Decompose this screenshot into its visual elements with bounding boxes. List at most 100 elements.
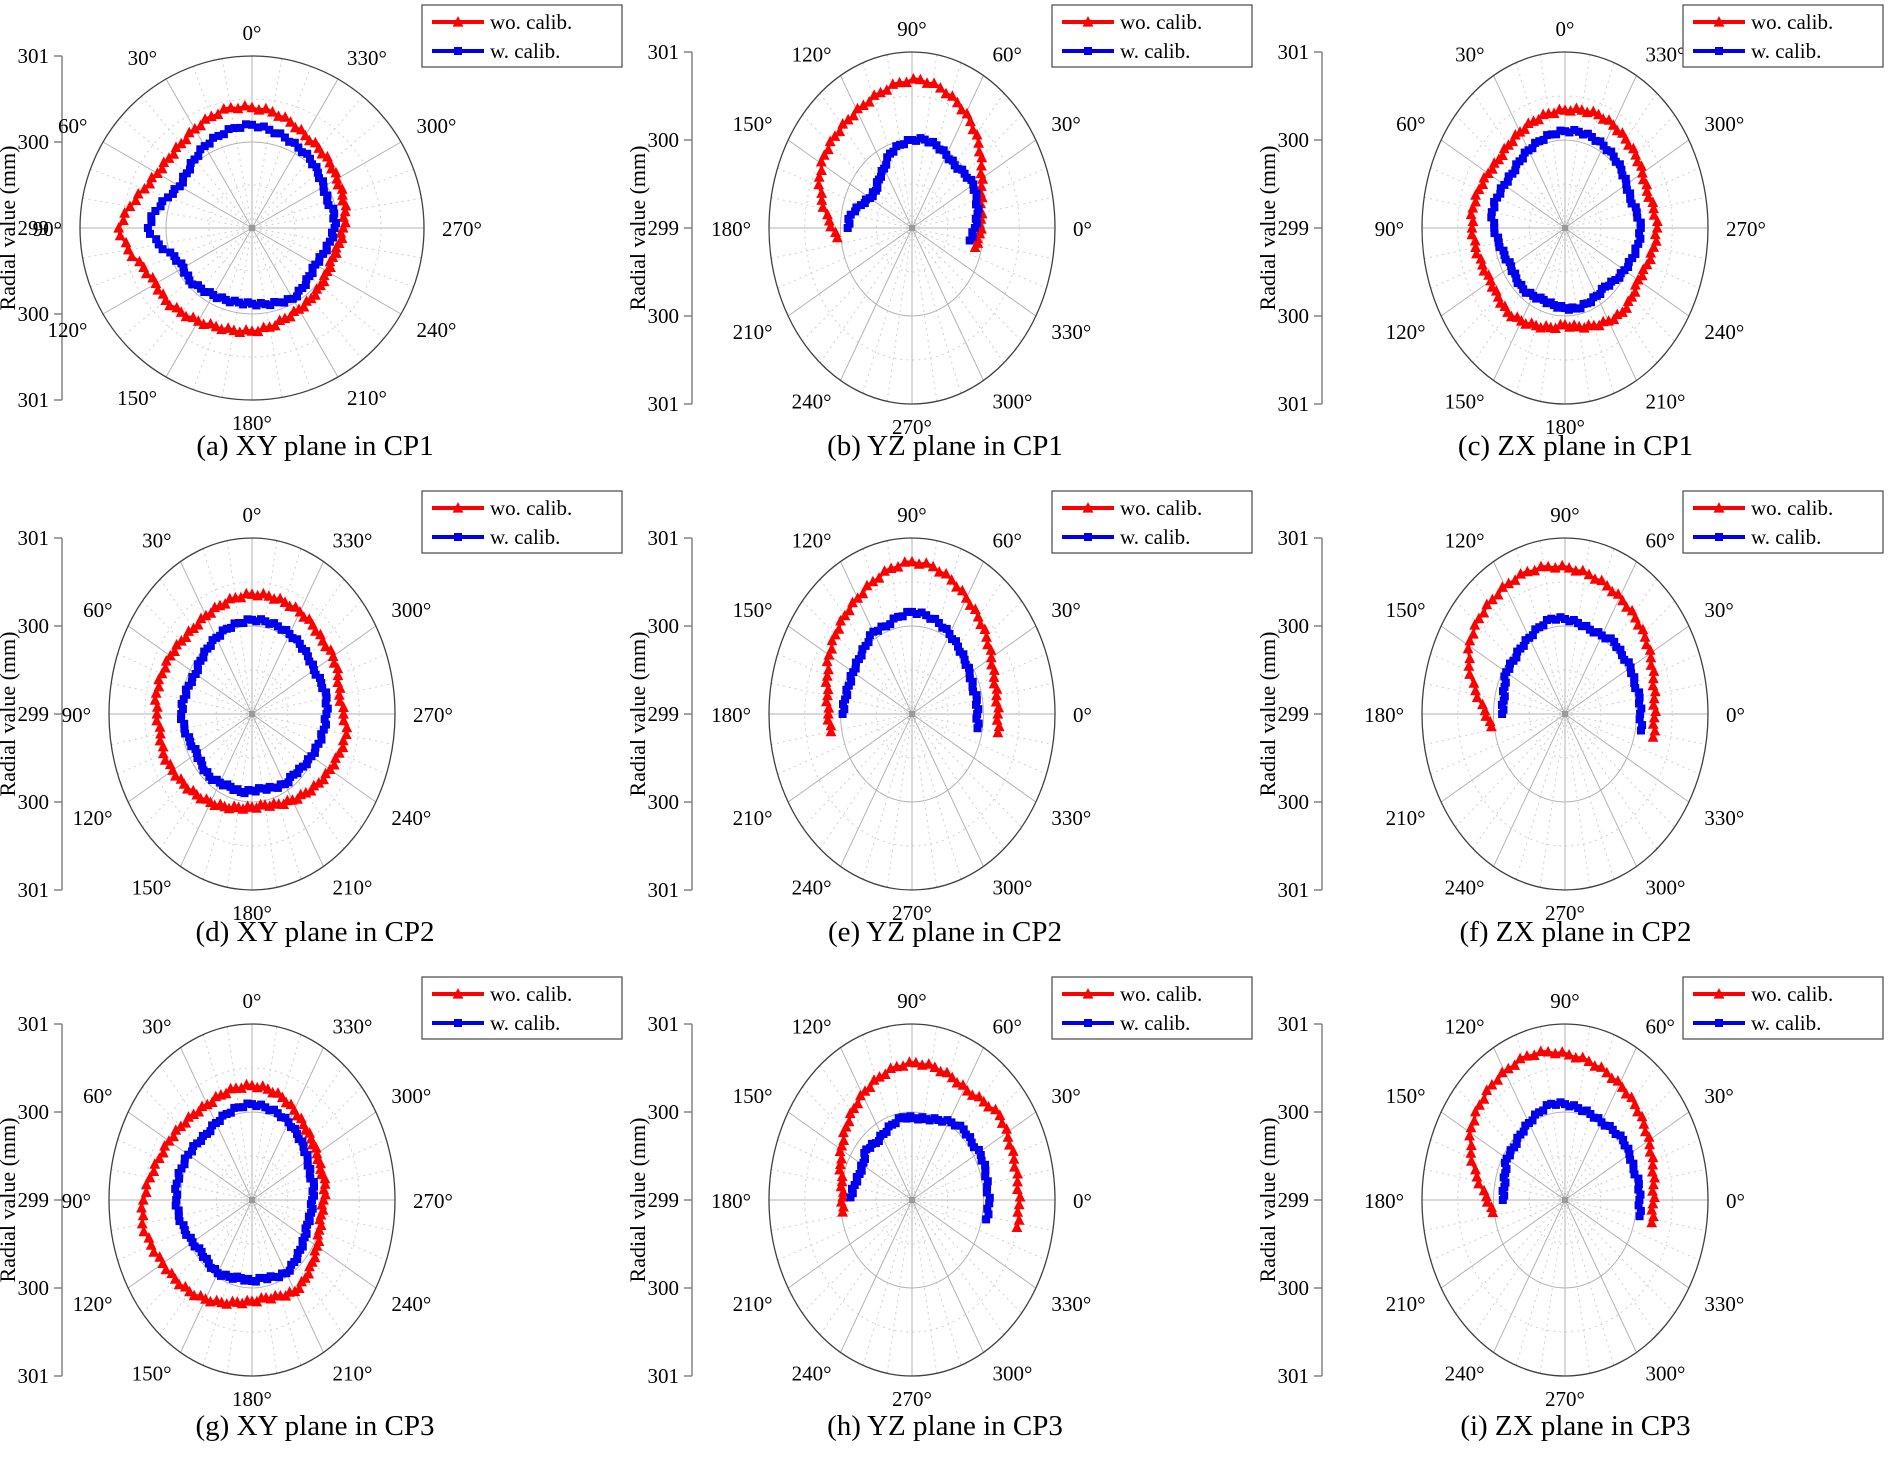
svg-text:180°: 180° bbox=[711, 1189, 751, 1213]
svg-text:301: 301 bbox=[1278, 1364, 1310, 1388]
polar-chart-h: 301 300 299 300 301 Radial value (mm) 0° 30° 60°… bbox=[630, 976, 1253, 1411]
plot-caption-b: (b) YZ plane in CP1 bbox=[827, 430, 1063, 462]
plot-caption-f: (f) ZX plane in CP2 bbox=[1459, 916, 1692, 948]
svg-text:180°: 180° bbox=[1364, 703, 1404, 727]
plot-cell-i: 301 300 299 300 301 Radial value (mm) 0° 30° 60°… bbox=[1260, 972, 1891, 1459]
svg-text:w. calib.: w. calib. bbox=[1120, 525, 1190, 549]
svg-text:330°: 330° bbox=[1051, 806, 1091, 830]
svg-text:150°: 150° bbox=[1445, 390, 1485, 414]
svg-text:301: 301 bbox=[18, 526, 50, 550]
svg-text:299: 299 bbox=[18, 216, 50, 240]
svg-text:301: 301 bbox=[1278, 40, 1310, 64]
svg-text:w. calib.: w. calib. bbox=[490, 525, 560, 549]
svg-text:wo. calib.: wo. calib. bbox=[490, 10, 572, 34]
svg-text:270°: 270° bbox=[442, 217, 482, 241]
plot-cell-f: 301 300 299 300 301 Radial value (mm) 0° 30° 60°… bbox=[1260, 486, 1891, 972]
svg-text:wo. calib.: wo. calib. bbox=[1120, 10, 1202, 34]
svg-text:299: 299 bbox=[1278, 702, 1310, 726]
svg-text:240°: 240° bbox=[792, 876, 832, 900]
svg-text:30°: 30° bbox=[1051, 112, 1080, 136]
svg-text:60°: 60° bbox=[1646, 1014, 1675, 1038]
svg-text:30°: 30° bbox=[1704, 598, 1733, 622]
svg-text:0°: 0° bbox=[1073, 1189, 1092, 1213]
svg-text:180°: 180° bbox=[711, 217, 751, 241]
svg-text:60°: 60° bbox=[83, 598, 112, 622]
svg-text:300: 300 bbox=[1278, 1276, 1310, 1300]
svg-text:270°: 270° bbox=[892, 1387, 932, 1411]
svg-text:300: 300 bbox=[648, 1100, 680, 1124]
svg-text:30°: 30° bbox=[1051, 1084, 1080, 1108]
svg-text:301: 301 bbox=[18, 44, 50, 68]
svg-text:wo. calib.: wo. calib. bbox=[1120, 496, 1202, 520]
svg-text:180°: 180° bbox=[1545, 415, 1585, 439]
svg-text:30°: 30° bbox=[128, 46, 157, 70]
svg-text:60°: 60° bbox=[1646, 528, 1675, 552]
svg-text:90°: 90° bbox=[33, 217, 62, 241]
plot-caption-g: (g) XY plane in CP3 bbox=[195, 1410, 435, 1442]
svg-text:300°: 300° bbox=[1704, 112, 1744, 136]
svg-text:301: 301 bbox=[648, 878, 680, 902]
svg-text:210°: 210° bbox=[333, 1362, 373, 1386]
svg-text:300: 300 bbox=[18, 1100, 50, 1124]
svg-text:300: 300 bbox=[1278, 614, 1310, 638]
svg-text:330°: 330° bbox=[347, 46, 387, 70]
polar-chart-i: 301 300 299 300 301 Radial value (mm) 0° 30° 60°… bbox=[1260, 976, 1884, 1411]
svg-text:240°: 240° bbox=[1445, 1362, 1485, 1386]
svg-text:0°: 0° bbox=[243, 989, 262, 1013]
plot-cell-c: 301 300 299 300 301 Radial value (mm) 0° 30° 60°… bbox=[1260, 0, 1891, 486]
svg-text:299: 299 bbox=[648, 1188, 680, 1212]
svg-text:330°: 330° bbox=[1051, 320, 1091, 344]
svg-text:300°: 300° bbox=[391, 598, 431, 622]
svg-text:300°: 300° bbox=[1646, 1362, 1686, 1386]
svg-text:270°: 270° bbox=[892, 901, 932, 925]
svg-text:0°: 0° bbox=[1073, 703, 1092, 727]
svg-text:wo. calib.: wo. calib. bbox=[1751, 982, 1833, 1006]
svg-text:90°: 90° bbox=[897, 989, 926, 1013]
svg-text:300°: 300° bbox=[391, 1084, 431, 1108]
svg-text:300°: 300° bbox=[417, 114, 457, 138]
svg-text:Radial value (mm): Radial value (mm) bbox=[0, 632, 20, 797]
plot-cell-a: 301 300 299 300 301 Radial value (mm) 0° 30° 60°… bbox=[0, 0, 630, 486]
svg-text:90°: 90° bbox=[62, 1189, 91, 1213]
svg-text:0°: 0° bbox=[1073, 217, 1092, 241]
svg-text:w. calib.: w. calib. bbox=[1120, 39, 1190, 63]
plot-cell-g: 301 300 299 300 301 Radial value (mm) 0° 30° 60°… bbox=[0, 972, 630, 1459]
svg-text:300°: 300° bbox=[993, 876, 1033, 900]
svg-text:Radial value (mm): Radial value (mm) bbox=[1260, 1118, 1280, 1283]
svg-text:301: 301 bbox=[18, 1012, 50, 1036]
svg-text:300: 300 bbox=[1278, 1100, 1310, 1124]
plot-caption-c: (c) ZX plane in CP1 bbox=[1457, 430, 1694, 462]
polar-chart-a: 301 300 299 300 301 Radial value (mm) 0° 30° 60°… bbox=[0, 4, 623, 435]
svg-text:wo. calib.: wo. calib. bbox=[1751, 496, 1833, 520]
svg-text:301: 301 bbox=[1278, 878, 1310, 902]
svg-text:w. calib.: w. calib. bbox=[490, 39, 560, 63]
polar-chart-b: 301 300 299 300 301 Radial value (mm) 0° 30° 60°… bbox=[630, 4, 1253, 439]
svg-text:60°: 60° bbox=[993, 1014, 1022, 1038]
svg-text:0°: 0° bbox=[1726, 703, 1745, 727]
svg-text:300°: 300° bbox=[993, 1362, 1033, 1386]
polar-chart-e: 301 300 299 300 301 Radial value (mm) 0° 30° 60°… bbox=[630, 490, 1253, 925]
svg-text:330°: 330° bbox=[1646, 42, 1686, 66]
svg-text:60°: 60° bbox=[83, 1084, 112, 1108]
plot-caption-e: (e) YZ plane in CP2 bbox=[827, 916, 1063, 948]
svg-text:30°: 30° bbox=[1455, 42, 1484, 66]
svg-text:301: 301 bbox=[1278, 392, 1310, 416]
svg-text:180°: 180° bbox=[1364, 1189, 1404, 1213]
plot-cell-b: 301 300 299 300 301 Radial value (mm) 0° 30° 60°… bbox=[630, 0, 1260, 486]
plot-caption-h: (h) YZ plane in CP3 bbox=[827, 1410, 1063, 1442]
svg-text:90°: 90° bbox=[897, 503, 926, 527]
svg-text:wo. calib.: wo. calib. bbox=[1120, 982, 1202, 1006]
svg-text:150°: 150° bbox=[1386, 598, 1426, 622]
svg-text:90°: 90° bbox=[1550, 989, 1579, 1013]
svg-text:30°: 30° bbox=[1704, 1084, 1733, 1108]
svg-text:120°: 120° bbox=[1445, 1014, 1485, 1038]
svg-text:299: 299 bbox=[648, 702, 680, 726]
svg-text:299: 299 bbox=[18, 702, 50, 726]
plot-caption-d: (d) XY plane in CP2 bbox=[195, 916, 435, 948]
svg-text:300: 300 bbox=[1278, 128, 1310, 152]
svg-text:299: 299 bbox=[1278, 216, 1310, 240]
svg-text:w. calib.: w. calib. bbox=[1120, 1011, 1190, 1035]
plot-caption-a: (a) XY plane in CP1 bbox=[196, 430, 434, 462]
svg-text:270°: 270° bbox=[413, 703, 453, 727]
svg-text:150°: 150° bbox=[1386, 1084, 1426, 1108]
